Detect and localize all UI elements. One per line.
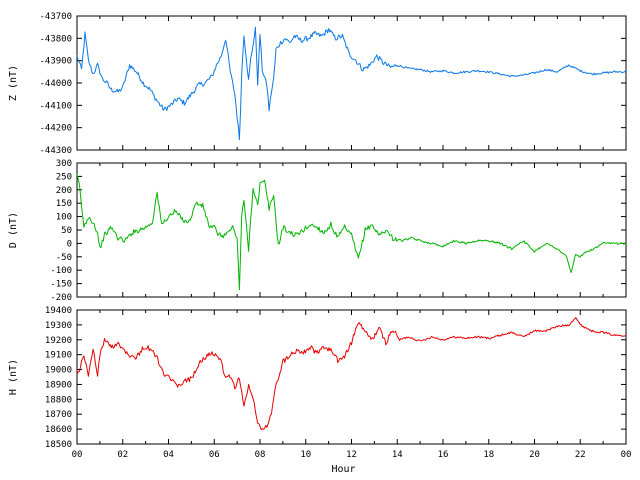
- y-tick-label: -100: [50, 266, 72, 276]
- plot-frame: [76, 309, 627, 445]
- x-tick-label: 04: [163, 450, 174, 460]
- x-tick-label: 12: [346, 450, 357, 460]
- y-tick-label: 19400: [45, 306, 72, 316]
- y-tick-label: 18900: [45, 380, 72, 390]
- y-tick-label: 18800: [45, 395, 72, 405]
- y-tick-label: -43800: [39, 34, 72, 44]
- x-tick-label: 20: [529, 450, 540, 460]
- y-tick-label: 100: [56, 213, 72, 223]
- y-tick-label: -150: [50, 280, 72, 290]
- x-tick-label: 10: [300, 450, 311, 460]
- y-tick-label: 150: [56, 199, 72, 209]
- x-tick-label: 02: [117, 450, 128, 460]
- y-tick-label: -43900: [39, 57, 72, 67]
- x-tick-label: 16: [438, 450, 449, 460]
- y-tick-label: 300: [56, 159, 72, 169]
- y-tick-label: -50: [56, 253, 72, 263]
- y-axis-title: H (nT): [8, 359, 19, 395]
- y-tick-label: 19300: [45, 321, 72, 331]
- x-tick-label: 22: [575, 450, 586, 460]
- y-tick-label: -44100: [39, 101, 72, 111]
- y-tick-label: 19200: [45, 336, 72, 346]
- series-line: [76, 174, 627, 291]
- plot-frame: [76, 162, 627, 298]
- x-tick-label: 14: [392, 450, 403, 460]
- series-line: [76, 317, 627, 430]
- y-tick-label: -43700: [39, 12, 72, 22]
- y-tick-label: -44200: [39, 124, 72, 134]
- x-tick-label: 00: [621, 450, 632, 460]
- x-tick-label: 06: [209, 450, 220, 460]
- x-tick-label: 18: [483, 450, 494, 460]
- x-axis-title: Hour: [331, 464, 355, 475]
- y-tick-label: 250: [56, 172, 72, 182]
- y-tick-label: 19000: [45, 366, 72, 376]
- y-tick-label: 18600: [45, 425, 72, 435]
- y-tick-label: 0: [67, 239, 72, 249]
- y-tick-label: 18700: [45, 410, 72, 420]
- y-axis-title: Z (nT): [8, 65, 19, 101]
- x-tick-label: 00: [72, 450, 83, 460]
- y-tick-label: 200: [56, 186, 72, 196]
- x-tick-label: 08: [255, 450, 266, 460]
- y-tick-label: -200: [50, 293, 72, 303]
- y-tick-label: 18500: [45, 440, 72, 450]
- series-line: [76, 26, 627, 141]
- y-axis-title: D (nT): [8, 212, 19, 248]
- y-tick-label: 19100: [45, 351, 72, 361]
- y-tick-label: -44000: [39, 79, 72, 89]
- plot-frame: [76, 15, 627, 151]
- y-tick-label: 50: [61, 226, 72, 236]
- y-tick-label: -44300: [39, 146, 72, 156]
